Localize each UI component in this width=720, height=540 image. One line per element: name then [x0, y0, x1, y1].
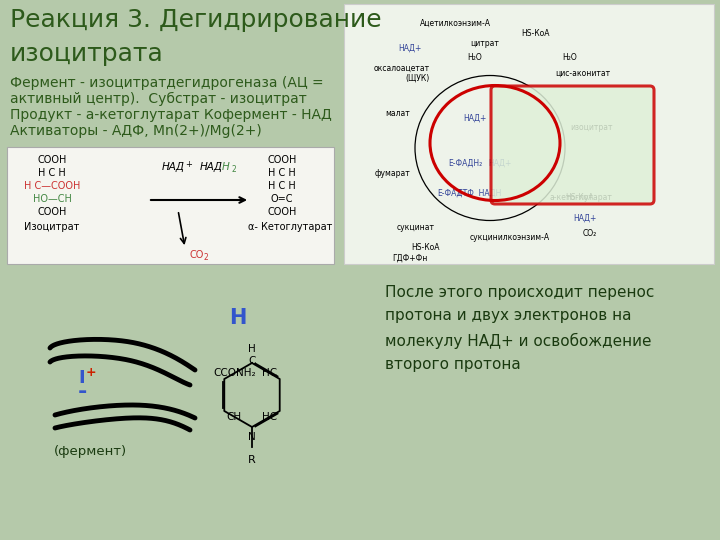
Text: НАД: НАД: [162, 162, 185, 172]
Text: COOH: COOH: [37, 155, 67, 165]
Text: оксалоацетат
(ЩУК): оксалоацетат (ЩУК): [374, 63, 430, 83]
Text: сукцинилкоэнзим-А: сукцинилкоэнзим-А: [470, 233, 550, 242]
Text: CH: CH: [227, 412, 242, 422]
Text: α- Кетоглутарат: α- Кетоглутарат: [248, 222, 332, 232]
Text: (фермент): (фермент): [53, 445, 127, 458]
Text: 2: 2: [231, 165, 235, 174]
Text: После этого происходит перенос
протона и двух электронов на
молекулу НАД+ и осво: После этого происходит перенос протона и…: [385, 285, 654, 372]
Text: ГДФ+Фн: ГДФ+Фн: [392, 253, 428, 262]
FancyBboxPatch shape: [344, 4, 714, 264]
Text: 2: 2: [203, 253, 208, 262]
Text: НАД+: НАД+: [573, 213, 597, 222]
Text: сукцинат: сукцинат: [397, 224, 435, 233]
Text: Активаторы - АДФ, Mn(2+)/Mg(2+): Активаторы - АДФ, Mn(2+)/Mg(2+): [10, 124, 262, 138]
Text: Продукт - а-кетоглутарат Кофермент - НАД: Продукт - а-кетоглутарат Кофермент - НАД: [10, 108, 332, 122]
Text: активный центр).  Субстрат - изоцитрат: активный центр). Субстрат - изоцитрат: [10, 92, 307, 106]
Text: цитрат: цитрат: [471, 38, 500, 48]
Text: COOH: COOH: [267, 155, 297, 165]
Text: НАД+: НАД+: [398, 44, 422, 52]
FancyBboxPatch shape: [491, 86, 654, 204]
Text: COOH: COOH: [267, 207, 297, 217]
Text: HC: HC: [262, 412, 277, 422]
Text: H C H: H C H: [38, 168, 66, 178]
Text: H C—COOH: H C—COOH: [24, 181, 80, 191]
Text: HS-КоА: HS-КоА: [521, 29, 549, 37]
Text: H C H: H C H: [268, 168, 296, 178]
Text: HC: HC: [262, 368, 277, 378]
Text: O=C: O=C: [271, 194, 293, 204]
Text: H: H: [229, 308, 247, 328]
Text: I: I: [78, 369, 85, 387]
Text: Фермент - изоцитратдегидрогеназа (АЦ =: Фермент - изоцитратдегидрогеназа (АЦ =: [10, 76, 323, 90]
Text: R: R: [248, 455, 256, 465]
Text: изоцитрата: изоцитрата: [10, 42, 163, 66]
Text: H₂O: H₂O: [467, 53, 482, 63]
Text: -: -: [77, 382, 86, 402]
Text: ГТФ  НАДН: ГТФ НАДН: [459, 188, 502, 198]
Text: COOH: COOH: [37, 207, 67, 217]
Text: +: +: [185, 160, 192, 169]
Text: H C H: H C H: [268, 181, 296, 191]
Text: Изоцитрат: Изоцитрат: [24, 222, 80, 232]
Text: Ацетилкоэнзим-А: Ацетилкоэнзим-А: [420, 18, 490, 28]
Text: H₂O: H₂O: [562, 53, 577, 63]
Text: цис-аконитат: цис-аконитат: [555, 69, 610, 78]
Text: НАД+: НАД+: [463, 113, 487, 123]
Text: H
C: H C: [248, 344, 256, 366]
Text: фумарат: фумарат: [374, 168, 410, 178]
Text: изоцитрат: изоцитрат: [570, 124, 613, 132]
Text: НАД+: НАД+: [488, 159, 512, 167]
Text: Е-ФАДН₂: Е-ФАДН₂: [448, 159, 482, 167]
Text: а-кетоглутарат: а-кетоглутарат: [550, 193, 613, 202]
Text: HS-КоА: HS-КоА: [566, 193, 594, 202]
Text: CO₂: CO₂: [583, 228, 597, 238]
Text: HS-КоА: HS-КоА: [410, 244, 439, 253]
Text: НАД: НАД: [200, 162, 223, 172]
Text: N: N: [248, 432, 256, 442]
Text: малат: малат: [385, 109, 410, 118]
Text: H: H: [222, 162, 230, 172]
FancyBboxPatch shape: [7, 147, 334, 264]
Text: CCONH₂: CCONH₂: [213, 368, 256, 378]
Text: +: +: [86, 366, 96, 379]
Text: HO—CH: HO—CH: [32, 194, 71, 204]
Text: Е-ФАД: Е-ФАД: [437, 188, 463, 198]
Text: Реакция 3. Дегидрирование: Реакция 3. Дегидрирование: [10, 8, 382, 32]
Text: CO: CO: [190, 250, 204, 260]
